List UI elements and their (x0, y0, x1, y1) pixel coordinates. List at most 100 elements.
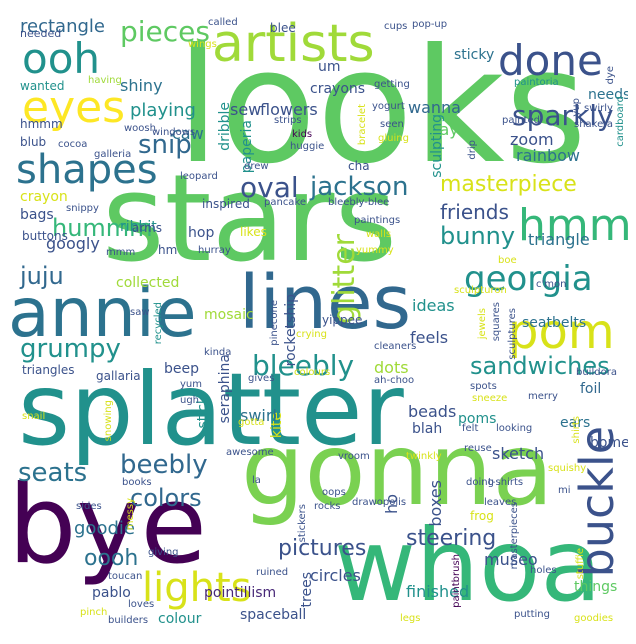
word-snail: snail (22, 411, 46, 422)
word-drew: drew (244, 161, 269, 172)
word-shake-a: shake-a (574, 119, 613, 130)
word-goodie: goodie (74, 518, 135, 539)
word-galleria: galleria (94, 149, 132, 160)
word-huggie: huggie (290, 141, 325, 152)
word-cups: cups (384, 21, 408, 32)
word-boe: boe (498, 255, 517, 266)
word-rocks: rocks (314, 501, 341, 512)
word-cleaners: cleaners (374, 341, 417, 352)
word-boxes: boxes (426, 480, 445, 527)
word-dye: dye (605, 66, 616, 85)
word-sculpturon: sculpturon (454, 285, 507, 296)
word-juju: juju (20, 262, 64, 290)
word-ah-choo: ah-choo (374, 375, 415, 386)
word-bleebly: bleebly (252, 349, 355, 382)
word-cha: cha (348, 159, 370, 173)
word-splatter: splatter (18, 351, 404, 468)
word-steering: steering (406, 526, 497, 551)
word-leopard: leopard (180, 171, 218, 182)
word-seen: seen (380, 119, 404, 130)
word-wanna: wanna (408, 98, 461, 117)
word-woosh: woosh (124, 123, 156, 134)
word-masterpiece: masterpiece (440, 172, 577, 197)
word-c'mon: c'mon (536, 279, 567, 290)
word-yup: yup (571, 98, 582, 117)
word-lights: lights (142, 565, 252, 611)
word-spots: spots (470, 381, 497, 392)
word-yogurt: yogurt (372, 101, 405, 112)
word-doing: doing (466, 477, 494, 488)
word-dots: dots (374, 358, 409, 377)
word-needs: needs (588, 87, 628, 103)
word-sticky: sticky (454, 47, 495, 63)
word-colours: colours (294, 367, 331, 378)
word-beep: beep (164, 361, 199, 377)
word-caw: caw (172, 124, 204, 143)
word-windows: windows (152, 127, 196, 138)
word-t-shirts: t-shirts (488, 477, 524, 488)
word-sandwiches: sandwiches (470, 352, 610, 380)
word-sneeze: sneeze (472, 393, 508, 404)
word-pinecone: pinecone (269, 300, 280, 346)
word-mi: mi (558, 485, 571, 496)
word-squares: squares (491, 302, 502, 342)
word-mmm: mmm (106, 247, 136, 258)
word-recycled: recycled (153, 302, 164, 345)
word-artists: artists (212, 14, 375, 74)
word-done: done (498, 36, 603, 85)
word-likes: likes (240, 225, 267, 239)
word-gives: gives (248, 373, 275, 384)
word-googly: googly (46, 234, 100, 253)
word-shirts: shirts (571, 416, 582, 444)
word-hm: hm (158, 243, 178, 257)
word-finished: finished (406, 582, 470, 601)
word-pop-up: pop-up (412, 19, 448, 30)
word-sew: sew (230, 100, 262, 119)
word-ooh: ooh (22, 34, 101, 83)
word-sparkly: sparkly (512, 99, 614, 132)
word-reuse: reuse (464, 443, 492, 454)
word-gluing: gluing (378, 133, 409, 144)
word-leaves: leaves (484, 497, 517, 508)
word-jewels: jewels (477, 308, 488, 340)
word-putting: putting (514, 609, 550, 620)
word-strips: strips (274, 115, 302, 126)
word-bracelet: bracelet (357, 104, 368, 146)
word-bleebly-blee: bleebly-blee (328, 197, 390, 208)
word-giving: giving (148, 547, 179, 558)
word-needed: needed (20, 27, 62, 40)
word-felt: felt (462, 423, 479, 434)
word-whoa: whoa (334, 507, 602, 624)
word-toucan: toucan (108, 571, 143, 582)
word-swirl: swirl (240, 406, 277, 425)
word-builders: builders (108, 615, 149, 626)
word-kinda: kinda (204, 347, 232, 358)
word-hmm: hmm (518, 200, 628, 251)
word-snippy: snippy (66, 203, 99, 214)
word-wanted: wanted (20, 79, 65, 93)
word-annie: annie (8, 274, 197, 353)
word-hmmm: hmmm (20, 117, 63, 131)
word-wings: wings (188, 39, 217, 50)
word-seats: seats (18, 458, 88, 488)
word-pictures: pictures (278, 536, 367, 561)
word-sculpting: sculpting (429, 114, 445, 178)
word-holes: holes (530, 565, 557, 576)
word-pancake: pancake (264, 197, 307, 208)
word-looking: looking (496, 423, 533, 434)
word-cloud: looks stars splatter gonna whoa bye anni… (8, 8, 628, 628)
word-cocoa: cocoa (58, 139, 88, 150)
word-vroom: vroom (338, 451, 370, 462)
word-stuffie: stuffie (575, 548, 586, 580)
word-awesome: awesome (226, 447, 274, 458)
word-sides: sides (76, 501, 102, 512)
word-shiny: shiny (120, 76, 163, 95)
word-buildora: buildora (576, 367, 617, 378)
word-trees: trees (299, 572, 315, 608)
word-ideas: ideas (412, 296, 455, 315)
word-crayon: crayon (20, 189, 68, 205)
word-bome: bome (590, 435, 628, 451)
word-swirly: swirly (584, 103, 613, 114)
word-saw: saw (130, 307, 150, 318)
word-bunny: bunny (440, 222, 516, 250)
